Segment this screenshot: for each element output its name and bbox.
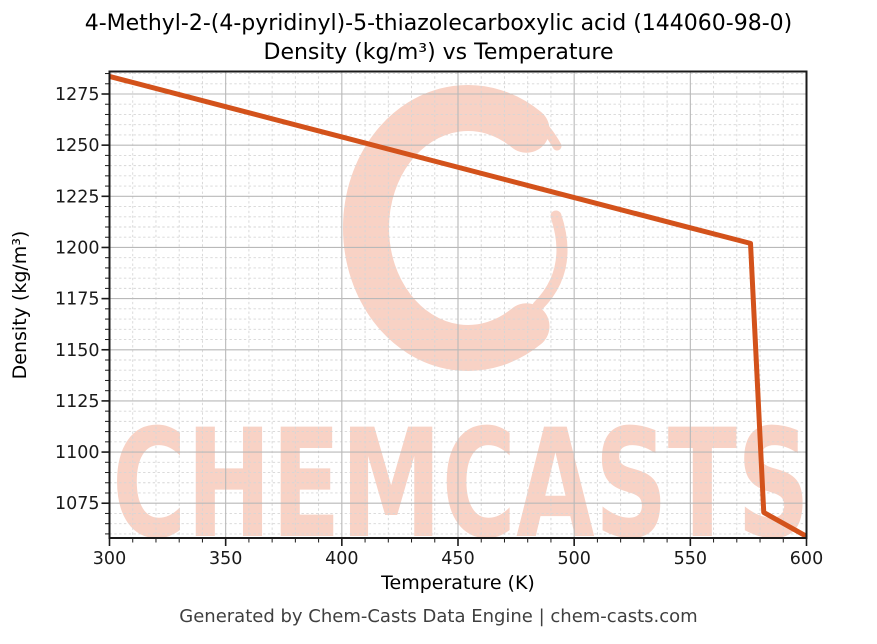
x-tick-label: 500 [557,549,590,569]
x-tick-label: 450 [441,549,474,569]
watermark-text: CHEMCASTS [112,398,810,572]
y-tick-label: 1275 [55,85,100,105]
watermark-logo [343,85,568,371]
y-tick-label: 1125 [55,392,100,412]
x-tick-label: 400 [325,549,358,569]
chart-title: 4-Methyl-2-(4-pyridinyl)-5-thiazolecarbo… [84,11,793,36]
y-tick-label: 1200 [55,238,100,258]
y-tick-label: 1225 [55,187,100,207]
x-tick-label: 350 [209,549,242,569]
y-tick-label: 1075 [55,494,100,514]
x-tick-label: 600 [790,549,823,569]
y-tick-label: 1150 [55,341,100,361]
watermark-c-swirl-main [343,85,550,371]
chart-subtitle: Density (kg/m³) vs Temperature [263,40,614,65]
axis-ticks [101,73,808,546]
series-layer [109,73,807,538]
watermark-c-swirl-inner-accent [532,210,568,312]
chart-title-block: 4-Methyl-2-(4-pyridinyl)-5-thiazolecarbo… [0,9,877,67]
x-axis-label: Temperature (K) [380,572,535,594]
x-tick-label: 550 [674,549,707,569]
density-line-series [109,73,807,538]
y-tick-label: 1100 [55,443,100,463]
y-tick-label: 1250 [55,136,100,156]
y-axis-label: Density (kg/m³) [9,231,31,380]
axis-tick-labels: 300 350 400 450 500 550 600 1075 1100 1125 1150 117… [55,85,823,569]
footer-credit: Generated by Chem-Casts Data Engine | ch… [179,606,698,627]
watermark-c-swirl-upper-accent [492,91,562,151]
y-tick-label: 1175 [55,290,100,310]
x-tick-label: 300 [93,549,126,569]
